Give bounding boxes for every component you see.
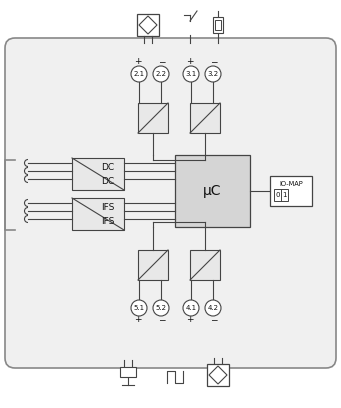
Text: 2.1: 2.1 — [133, 71, 145, 77]
Text: IO-MAP: IO-MAP — [279, 181, 303, 187]
Bar — [72, 158, 124, 190]
Text: DC: DC — [101, 164, 114, 173]
Bar — [120, 367, 136, 377]
Bar — [190, 250, 220, 280]
Circle shape — [205, 66, 221, 82]
Circle shape — [183, 66, 199, 82]
Polygon shape — [139, 16, 157, 34]
Bar — [175, 155, 250, 227]
Bar — [137, 14, 159, 36]
Bar — [270, 176, 312, 206]
Circle shape — [153, 300, 169, 316]
Bar — [207, 364, 229, 386]
FancyBboxPatch shape — [5, 38, 336, 368]
Text: μC: μC — [203, 184, 222, 198]
Text: 5.2: 5.2 — [155, 305, 166, 311]
Text: DC: DC — [101, 177, 114, 186]
Text: +: + — [134, 315, 142, 324]
Text: IFS: IFS — [101, 204, 114, 213]
Bar — [274, 189, 288, 201]
Circle shape — [131, 300, 147, 316]
Bar — [190, 103, 220, 133]
Text: 3.1: 3.1 — [186, 71, 197, 77]
Text: +: + — [134, 58, 142, 67]
Text: −: − — [158, 315, 166, 324]
Circle shape — [205, 300, 221, 316]
Text: 5.1: 5.1 — [133, 305, 145, 311]
Circle shape — [131, 66, 147, 82]
Bar — [215, 20, 221, 30]
Bar — [72, 198, 124, 230]
Bar — [138, 250, 168, 280]
Polygon shape — [209, 366, 227, 384]
Text: 0: 0 — [275, 192, 280, 198]
Text: 4.1: 4.1 — [186, 305, 196, 311]
Circle shape — [183, 300, 199, 316]
Circle shape — [153, 66, 169, 82]
Text: 3.2: 3.2 — [207, 71, 219, 77]
Text: +: + — [186, 315, 194, 324]
Bar — [213, 17, 223, 33]
Text: −: − — [158, 58, 166, 67]
Text: −: − — [210, 58, 218, 67]
Text: 1: 1 — [282, 192, 287, 198]
Text: 2.2: 2.2 — [155, 71, 166, 77]
Text: 4.2: 4.2 — [208, 305, 219, 311]
Text: −: − — [210, 315, 218, 324]
Text: IFS: IFS — [101, 217, 114, 226]
Bar — [138, 103, 168, 133]
Text: +: + — [186, 58, 194, 67]
